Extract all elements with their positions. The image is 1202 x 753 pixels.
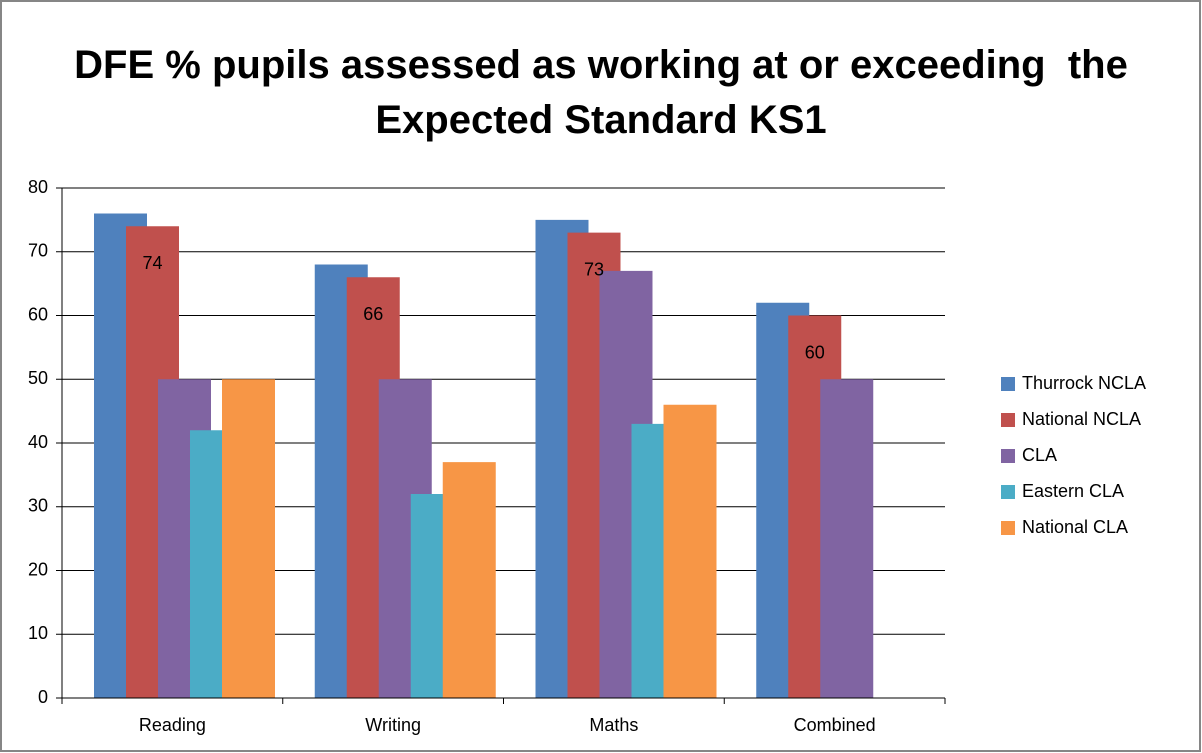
legend-label: Eastern CLA [1022, 481, 1124, 501]
legend-label: CLA [1022, 445, 1057, 465]
legend-label: National NCLA [1022, 409, 1141, 429]
data-label: 66 [363, 304, 383, 324]
y-tick-label: 10 [28, 623, 48, 643]
data-label: 73 [584, 259, 604, 279]
legend-swatch [1001, 413, 1015, 427]
y-tick-label: 50 [28, 368, 48, 388]
legend-swatch [1001, 521, 1015, 535]
bar [820, 379, 874, 698]
x-tick-label: Writing [365, 715, 421, 735]
y-tick-label: 20 [28, 559, 48, 579]
chart-title: DFE % pupils assessed as working at or e… [74, 43, 1128, 142]
bar [442, 462, 496, 698]
legend-label: National CLA [1022, 517, 1128, 537]
data-label: 60 [805, 342, 825, 362]
y-tick-label: 70 [28, 241, 48, 261]
legend-swatch [1001, 377, 1015, 391]
bar [222, 379, 275, 698]
x-tick-label: Reading [139, 715, 206, 735]
y-tick-label: 30 [28, 496, 48, 516]
legend-swatch [1001, 485, 1015, 499]
legend-label: Thurrock NCLA [1022, 373, 1146, 393]
y-tick-label: 60 [28, 304, 48, 324]
bar [663, 404, 717, 698]
y-tick-label: 80 [28, 177, 48, 197]
x-tick-label: Maths [589, 715, 638, 735]
y-tick-label: 40 [28, 432, 48, 452]
x-tick-label: Combined [794, 715, 876, 735]
legend-swatch [1001, 449, 1015, 463]
data-label: 74 [142, 253, 162, 273]
y-tick-label: 0 [38, 687, 48, 707]
